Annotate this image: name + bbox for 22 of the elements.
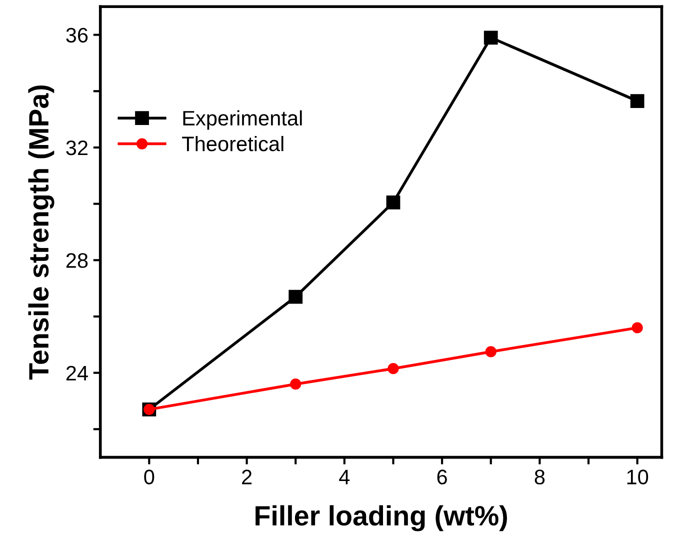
x-tick-label: 8	[534, 470, 545, 484]
point	[290, 378, 302, 390]
point	[630, 94, 644, 108]
x-tick-label: 10	[627, 470, 648, 484]
y-tick-label: 32	[66, 140, 88, 156]
x-tick-label: 2	[242, 470, 252, 484]
x-tick-label: 4	[339, 470, 350, 484]
legend-label: Theoretical	[182, 136, 284, 152]
point	[388, 363, 399, 374]
point	[632, 322, 643, 334]
y-axis-title: Tensile strength (MPa)	[28, 85, 54, 380]
point	[484, 30, 498, 45]
x-axis-title: Filler loading (wt%)	[256, 505, 507, 532]
x-tick-label: 6	[437, 470, 447, 484]
y-tick-label: 24	[66, 366, 88, 380]
point	[485, 346, 496, 358]
legend-label: Experimental	[183, 110, 302, 130]
point	[386, 195, 400, 210]
x-tick-label: 0	[144, 470, 154, 484]
point	[288, 290, 303, 304]
y-tick-label: 28	[66, 253, 88, 268]
y-tick-label: 36	[66, 28, 88, 43]
